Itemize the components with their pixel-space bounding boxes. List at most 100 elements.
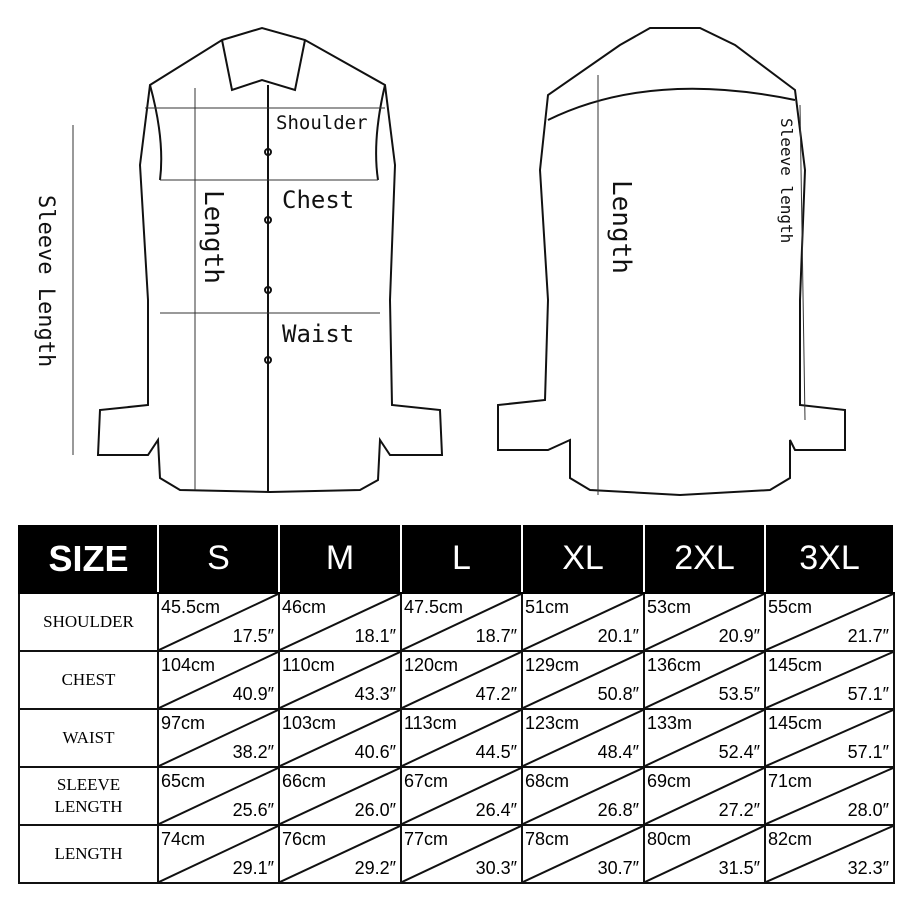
measurement-cell: 129cm 50.8″ (521, 650, 645, 710)
diagonal-divider (766, 594, 893, 650)
measurement-cell: 46cm 18.1″ (278, 592, 402, 652)
table-row: WAIST 97cm 38.2″ 103cm 40.6″ 113cm 44.5″ 123cm 4… (18, 708, 895, 768)
waist-label: Waist (282, 320, 355, 348)
diagonal-divider (159, 594, 278, 650)
measurement-cell: 53cm 20.9″ (643, 592, 766, 652)
inch-value: 57.1″ (847, 684, 889, 704)
inch-value: 57.1″ (847, 742, 889, 762)
inch-value: 38.2″ (232, 742, 274, 762)
cm-value: 65cm (161, 771, 206, 791)
cm-value: 53cm (647, 597, 692, 617)
cm-value: 68cm (525, 771, 570, 791)
diagonal-divider (766, 768, 893, 824)
back-shirt-outline (497, 27, 846, 497)
cm-value: 55cm (768, 597, 813, 617)
diagonal-divider (159, 710, 278, 766)
diagonal-divider (523, 826, 643, 882)
measurement-cell: 133m 52.4″ (643, 708, 766, 768)
diagonal-divider (645, 652, 764, 708)
inch-value: 43.3″ (354, 684, 396, 704)
diagonal-divider (766, 710, 893, 766)
row-label-line: LENGTH (54, 844, 123, 863)
inch-value: 25.6″ (232, 800, 274, 820)
table-row: LENGTH 74cm 29.1″ 76cm 29.2″ 77cm 30.3″ 78cm 30.… (18, 824, 895, 884)
measurement-cell: 136cm 53.5″ (643, 650, 766, 710)
front-shirt-outline (96, 26, 444, 494)
inch-value: 21.7″ (847, 626, 889, 646)
row-label-line: SHOULDER (43, 612, 134, 631)
measurement-cell: 45.5cm 17.5″ (157, 592, 280, 652)
inch-value: 27.2″ (718, 800, 760, 820)
size-column-header: L (400, 523, 523, 594)
measurement-cell: 66cm 26.0″ (278, 766, 402, 826)
row-label-line: SLEEVE (56, 775, 121, 794)
diagonal-divider (645, 594, 764, 650)
measurement-cell: 68cm 26.8″ (521, 766, 645, 826)
table-row: CHEST 104cm 40.9″ 110cm 43.3″ 120cm 47.2″ 129cm… (18, 650, 895, 710)
diagonal-divider (523, 710, 643, 766)
inch-value: 52.4″ (718, 742, 760, 762)
sleeve-length-label: Sleeve Length (33, 195, 58, 368)
diagonal-divider (402, 768, 521, 824)
cm-value: 133m (647, 713, 693, 733)
inch-value: 47.2″ (475, 684, 517, 704)
cm-value: 69cm (647, 771, 692, 791)
diagonal-divider (766, 826, 893, 882)
row-label: CHEST (18, 650, 159, 710)
measurement-cell: 80cm 31.5″ (643, 824, 766, 884)
back-measure-lines (597, 75, 806, 495)
shirt-diagram (72, 26, 846, 497)
diagonal-divider (280, 594, 400, 650)
inch-value: 20.9″ (718, 626, 760, 646)
inch-value: 48.4″ (597, 742, 639, 762)
table-row: SHOULDER 45.5cm 17.5″ 46cm 18.1″ 47.5cm 18.7″ 5… (18, 592, 895, 652)
size-header: SIZE (18, 523, 159, 594)
inch-value: 29.2″ (354, 858, 396, 878)
measurement-cell: 74cm 29.1″ (157, 824, 280, 884)
cm-value: 76cm (282, 829, 327, 849)
inch-value: 17.5″ (232, 626, 274, 646)
row-label: SHOULDER (18, 592, 159, 652)
measurement-cell: 78cm 30.7″ (521, 824, 645, 884)
diagonal-divider (280, 768, 400, 824)
measurement-cell: 65cm 25.6″ (157, 766, 280, 826)
cm-value: 51cm (525, 597, 570, 617)
cm-value: 47.5cm (404, 597, 464, 617)
cm-value: 120cm (404, 655, 459, 675)
measurement-cell: 55cm 21.7″ (764, 592, 895, 652)
size-column-header: XL (521, 523, 645, 594)
diagonal-divider (523, 768, 643, 824)
diagonal-divider (523, 594, 643, 650)
measurement-cell: 47.5cm 18.7″ (400, 592, 523, 652)
diagonal-divider (523, 652, 643, 708)
inch-value: 53.5″ (718, 684, 760, 704)
diagonal-divider (402, 594, 521, 650)
diagonal-divider (645, 826, 764, 882)
row-label: WAIST (18, 708, 159, 768)
cm-value: 46cm (282, 597, 327, 617)
cm-value: 45.5cm (161, 597, 221, 617)
inch-value: 20.1″ (597, 626, 639, 646)
inch-value: 26.0″ (354, 800, 396, 820)
inch-value: 32.3″ (847, 858, 889, 878)
measurement-cell: 120cm 47.2″ (400, 650, 523, 710)
measurement-cell: 77cm 30.3″ (400, 824, 523, 884)
cm-value: 136cm (647, 655, 702, 675)
inch-value: 40.6″ (354, 742, 396, 762)
back-sleeve-length-label: Sleeve length (777, 118, 796, 244)
measurement-cell: 123cm 48.4″ (521, 708, 645, 768)
row-label: LENGTH (18, 824, 159, 884)
cm-value: 103cm (282, 713, 337, 733)
size-column-header: M (278, 523, 402, 594)
cm-value: 77cm (404, 829, 449, 849)
cm-value: 80cm (647, 829, 692, 849)
diagonal-divider (159, 652, 278, 708)
cm-value: 66cm (282, 771, 327, 791)
measurement-cell: 104cm 40.9″ (157, 650, 280, 710)
inch-value: 44.5″ (475, 742, 517, 762)
cm-value: 113cm (404, 713, 457, 733)
diagonal-divider (280, 652, 400, 708)
diagonal-divider (402, 652, 521, 708)
chest-label: Chest (282, 186, 355, 214)
cm-value: 104cm (161, 655, 216, 675)
